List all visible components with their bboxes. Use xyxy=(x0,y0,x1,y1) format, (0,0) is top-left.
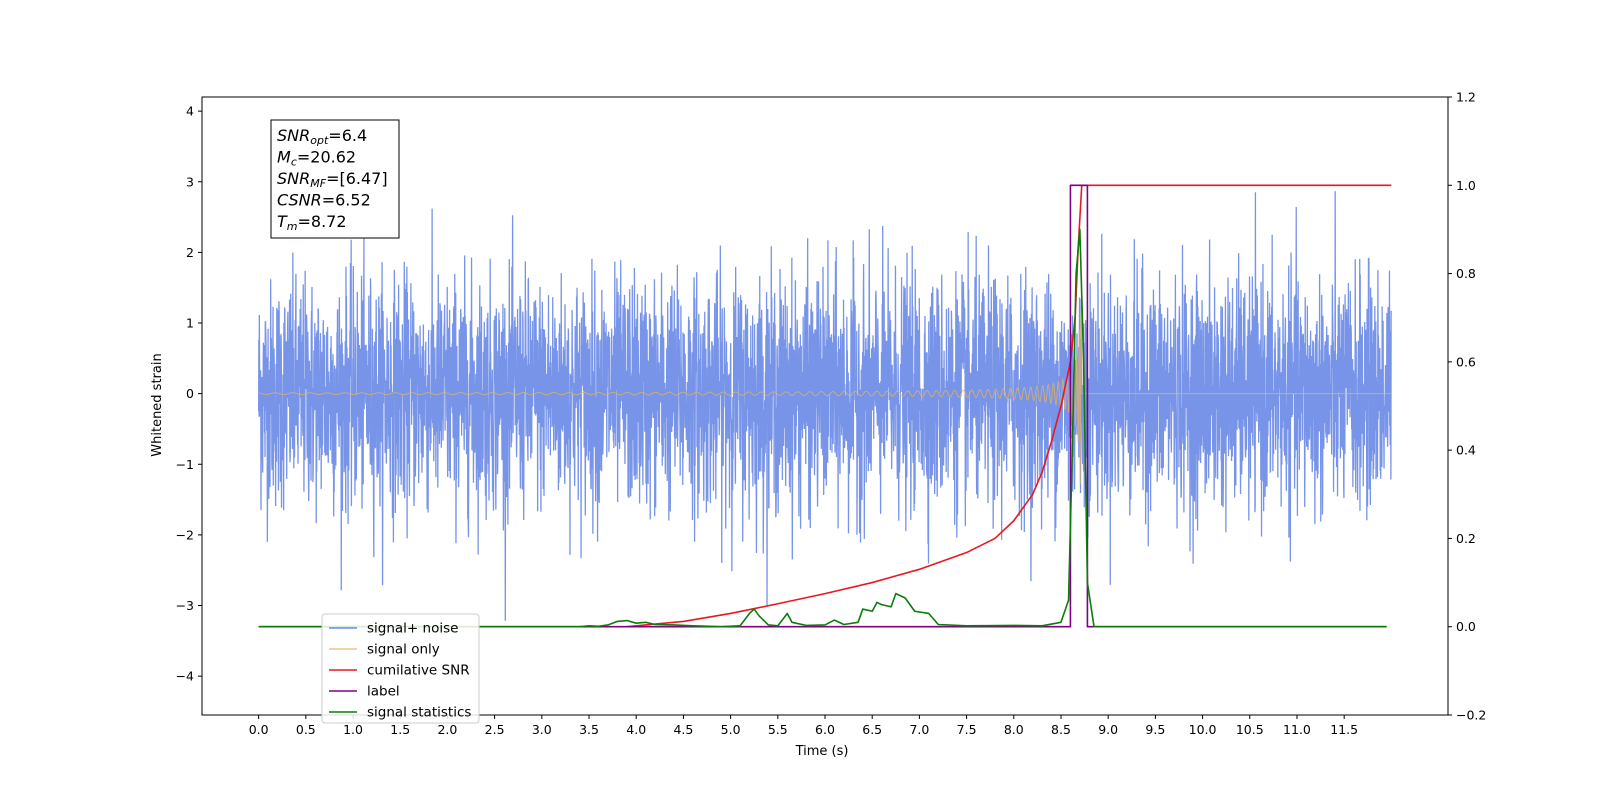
x-tick-label: 3.0 xyxy=(532,722,552,737)
legend-label: cumilative SNR xyxy=(367,663,470,679)
y-right-tick-label: 0.8 xyxy=(1456,266,1476,281)
y-right-tick-label: 1.2 xyxy=(1456,90,1476,105)
y-right-tick-label: −0.2 xyxy=(1456,708,1486,723)
line-signal-plus-noise xyxy=(257,191,1392,621)
y-right-tick-label: 0.2 xyxy=(1456,531,1476,546)
x-tick-label: 11.0 xyxy=(1283,722,1311,737)
info-value: =[6.47] xyxy=(326,169,388,188)
info-value: =6.52 xyxy=(322,191,371,210)
series-signal-statistics xyxy=(258,228,1387,628)
info-box-line: Tm=8.72 xyxy=(277,212,347,233)
x-tick-label: 7.5 xyxy=(957,722,977,737)
legend-label: signal+ noise xyxy=(367,621,458,637)
x-tick-label: 9.5 xyxy=(1145,722,1165,737)
info-value: =6.4 xyxy=(328,126,367,145)
legend-label: label xyxy=(367,684,400,700)
legend: signal+ noise signal only cumilative SNR la… xyxy=(321,613,480,724)
info-symbol: SNR xyxy=(277,169,310,188)
line-signal-statistics xyxy=(258,228,1387,628)
y-left-tick-label: −3 xyxy=(176,598,194,613)
info-symbol: SNR xyxy=(277,126,310,145)
x-tick-label: 1.0 xyxy=(343,722,363,737)
y-right-tick-label: 0.0 xyxy=(1456,619,1476,634)
info-symbol: T xyxy=(277,212,288,231)
y-left-tick-label: 1 xyxy=(186,316,194,331)
x-axis-label: Time (s) xyxy=(795,744,849,759)
info-box-line: CSNR=6.52 xyxy=(277,191,371,210)
y-axis-label: Whitened strain xyxy=(150,353,165,456)
info-value: =20.62 xyxy=(297,148,356,167)
y-left-tick-label: 3 xyxy=(186,174,194,189)
x-tick-label: 4.0 xyxy=(626,722,646,737)
y-left-tick-label: −1 xyxy=(176,457,194,472)
info-symbol: CSNR xyxy=(277,191,322,210)
x-tick-label: 6.0 xyxy=(815,722,835,737)
y-axis-right-ticks: −0.2 0.0 0.2 0.4 0.6 0.8 1.0 1.2 xyxy=(1448,90,1486,723)
x-tick-label: 6.5 xyxy=(862,722,882,737)
x-tick-label: 11.5 xyxy=(1330,722,1358,737)
plot-area xyxy=(257,184,1392,628)
x-tick-label: 10.5 xyxy=(1236,722,1264,737)
x-tick-label: 0.5 xyxy=(296,722,316,737)
info-subscript: c xyxy=(291,156,297,169)
x-tick-label: 4.5 xyxy=(673,722,693,737)
legend-label: signal only xyxy=(367,642,440,658)
y-axis-left-ticks: −4 −3 −2 −1 0 1 2 3 4 xyxy=(176,104,202,684)
y-right-tick-label: 0.6 xyxy=(1456,354,1476,369)
x-tick-label: 3.5 xyxy=(579,722,599,737)
x-tick-label: 8.5 xyxy=(1051,722,1071,737)
series-signal-only xyxy=(258,311,1392,484)
info-box: SNRopt=6.4Mc=20.62SNRMF=[6.47]CSNR=6.52T… xyxy=(270,119,400,239)
x-tick-label: 10.0 xyxy=(1189,722,1217,737)
info-subscript: m xyxy=(287,220,298,233)
y-left-tick-label: −2 xyxy=(176,527,194,542)
y-right-tick-label: 0.4 xyxy=(1456,443,1476,458)
info-box-line: Mc=20.62 xyxy=(277,148,356,169)
info-subscript: MF xyxy=(310,177,326,190)
series-signal-plus-noise xyxy=(257,191,1392,621)
x-tick-label: 2.0 xyxy=(437,722,457,737)
x-tick-label: 5.5 xyxy=(768,722,788,737)
y-left-tick-label: 4 xyxy=(186,104,194,119)
y-left-tick-label: 2 xyxy=(186,245,194,260)
x-axis-ticks: 0.0 0.5 1.0 1.5 2.0 2.5 3.0 3.5 4.0 4.5 5.0 5.5 6.0 6… xyxy=(249,715,1358,737)
info-subscript: opt xyxy=(310,134,329,147)
info-box-line: SNRMF=[6.47] xyxy=(277,169,388,190)
y-left-tick-label: −4 xyxy=(176,669,194,684)
info-symbol: M xyxy=(277,148,291,167)
x-tick-label: 7.0 xyxy=(909,722,929,737)
legend-label: signal statistics xyxy=(367,705,471,721)
x-tick-label: 2.5 xyxy=(485,722,505,737)
y-right-tick-label: 1.0 xyxy=(1456,178,1476,193)
x-tick-label: 0.0 xyxy=(249,722,269,737)
info-value: =8.72 xyxy=(298,212,347,231)
x-tick-label: 5.0 xyxy=(721,722,741,737)
y-left-tick-label: 0 xyxy=(186,386,194,401)
info-box-line: SNRopt=6.4 xyxy=(277,126,367,147)
x-tick-label: 1.5 xyxy=(390,722,410,737)
x-tick-label: 8.0 xyxy=(1004,722,1024,737)
x-tick-label: 9.0 xyxy=(1098,722,1118,737)
line-signal-only xyxy=(258,311,1392,484)
